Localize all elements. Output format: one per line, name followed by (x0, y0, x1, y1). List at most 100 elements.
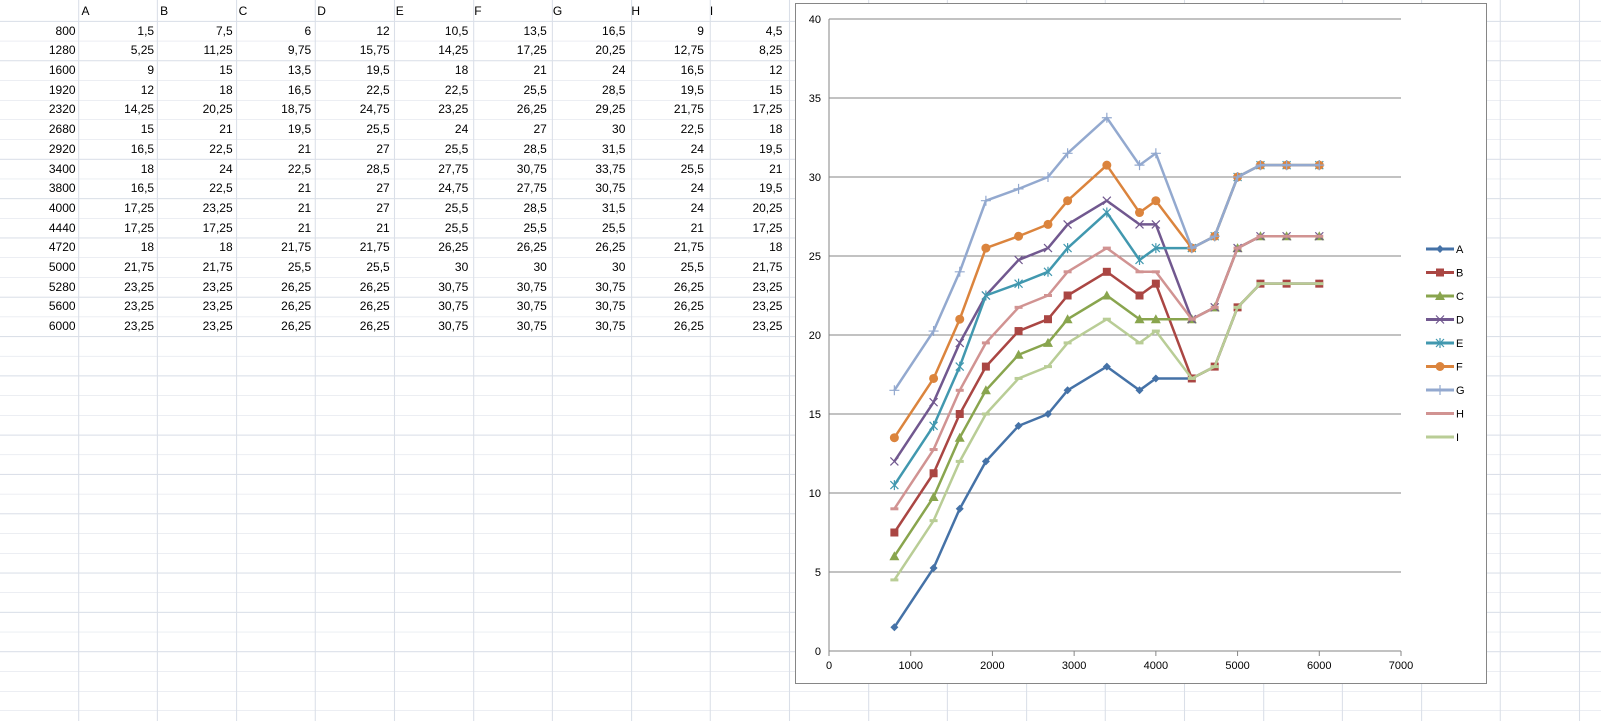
table-cell[interactable]: 25,5 (680, 161, 704, 176)
table-cell[interactable]: 23,25 (752, 319, 783, 333)
table-cell[interactable]: 24 (219, 161, 233, 176)
table-cell[interactable]: 21 (769, 161, 783, 176)
table-cell[interactable]: 9 (697, 23, 704, 38)
table-cell[interactable]: 14,25 (438, 43, 469, 58)
table-cell[interactable]: 27 (376, 141, 390, 156)
table-cell[interactable]: 5000 (48, 259, 76, 274)
table-cell[interactable]: 18 (140, 161, 155, 176)
table-cell[interactable]: 21 (533, 63, 547, 78)
table-cell[interactable]: 33,75 (595, 161, 626, 176)
table-cell[interactable]: 9 (147, 63, 155, 78)
table-cell[interactable]: 10,5 (444, 23, 469, 38)
table-cell[interactable]: 15 (769, 82, 783, 97)
table-cell[interactable]: 21,75 (359, 240, 390, 255)
table-cell[interactable]: 20,25 (595, 43, 626, 58)
table-cell[interactable]: 26,25 (281, 299, 312, 314)
table-cell[interactable]: 30 (533, 259, 547, 274)
table-cell[interactable]: 28,5 (523, 141, 547, 156)
table-cell[interactable]: 12 (376, 23, 390, 38)
table-cell[interactable]: 16,5 (287, 82, 312, 97)
table-cell[interactable]: 18 (454, 63, 469, 78)
table-cell[interactable]: 1920 (48, 82, 76, 97)
table-cell[interactable]: 23,25 (752, 299, 783, 314)
table-cell[interactable]: 18 (219, 82, 233, 97)
table-cell[interactable]: 20,25 (752, 200, 783, 215)
table-cell[interactable]: 30,75 (438, 279, 469, 294)
table-cell[interactable]: 17,25 (752, 102, 783, 117)
table-cell[interactable]: 21 (690, 220, 704, 235)
table-cell[interactable]: 21,75 (673, 102, 704, 117)
column-header[interactable]: A (81, 4, 90, 18)
table-cell[interactable]: 22,5 (209, 181, 233, 196)
table-cell[interactable]: 30,75 (595, 279, 626, 294)
table-cell[interactable]: 8,25 (759, 43, 783, 58)
table-cell[interactable]: 28,5 (366, 161, 390, 176)
table-cell[interactable]: 21 (297, 141, 312, 156)
table-cell[interactable]: 23,25 (124, 319, 155, 333)
table-cell[interactable]: 30,75 (438, 319, 469, 333)
table-cell[interactable]: 17,25 (752, 220, 783, 235)
table-cell[interactable]: 21,75 (124, 259, 155, 274)
table-cell[interactable]: 7,5 (215, 23, 233, 38)
table-cell[interactable]: 26,25 (281, 319, 312, 333)
table-cell[interactable]: 30 (612, 259, 626, 274)
table-cell[interactable]: 29,25 (595, 102, 626, 117)
table-cell[interactable]: 21,75 (752, 259, 783, 274)
table-cell[interactable]: 4720 (48, 240, 76, 255)
table-cell[interactable]: 12,75 (673, 43, 704, 58)
table-cell[interactable]: 24 (454, 122, 469, 137)
table-cell[interactable]: 28,5 (523, 200, 547, 215)
table-cell[interactable]: 25,5 (523, 82, 547, 97)
table-cell[interactable]: 23,25 (438, 102, 469, 117)
table-cell[interactable]: 19,5 (680, 82, 704, 97)
table-cell[interactable]: 3800 (48, 181, 76, 196)
table-cell[interactable]: 21 (219, 122, 233, 137)
line-chart[interactable]: 0 5 10 15 20 25 30 35 40 0 1000 2000 3000 4000 5000 600… (795, 3, 1487, 684)
table-cell[interactable]: 31,5 (602, 200, 626, 215)
table-cell[interactable]: 9,75 (287, 43, 312, 58)
table-cell[interactable]: 26,25 (516, 102, 547, 117)
table-cell[interactable]: 18 (219, 240, 233, 255)
table-cell[interactable]: 25,5 (366, 259, 390, 274)
table-cell[interactable]: 30,75 (516, 279, 547, 294)
table-cell[interactable]: 13,5 (287, 63, 312, 78)
table-cell[interactable]: 1600 (48, 63, 76, 78)
table-cell[interactable]: 24 (612, 63, 626, 78)
table-cell[interactable]: 16,5 (130, 141, 155, 156)
table-cell[interactable]: 26,25 (359, 299, 390, 314)
table-cell[interactable]: 30,75 (438, 299, 469, 314)
table-cell[interactable]: 30 (612, 122, 626, 137)
table-cell[interactable]: 5600 (48, 299, 76, 314)
table-cell[interactable]: 2320 (48, 102, 76, 117)
table-cell[interactable]: 2680 (48, 122, 76, 137)
table-cell[interactable]: 30,75 (595, 299, 626, 314)
table-cell[interactable]: 14,25 (124, 102, 155, 117)
table-cell[interactable]: 24 (690, 181, 704, 196)
table-cell[interactable]: 19,5 (759, 181, 783, 196)
table-cell[interactable]: 30 (454, 259, 469, 274)
column-header[interactable]: H (631, 4, 641, 18)
table-cell[interactable]: 5280 (48, 279, 76, 294)
table-cell[interactable]: 15 (219, 63, 233, 78)
table-cell[interactable]: 30,75 (516, 319, 547, 333)
table-cell[interactable]: 22,5 (444, 82, 469, 97)
table-cell[interactable]: 16,5 (680, 63, 704, 78)
table-cell[interactable]: 21 (376, 220, 390, 235)
table-cell[interactable]: 22,5 (680, 122, 704, 137)
table-cell[interactable]: 27 (376, 181, 390, 196)
table-cell[interactable]: 24 (690, 200, 704, 215)
table-cell[interactable]: 26,25 (595, 240, 626, 255)
table-cell[interactable]: 26,25 (516, 240, 547, 255)
table-cell[interactable]: 24,75 (359, 102, 390, 117)
table-cell[interactable]: 19,5 (366, 63, 390, 78)
table-cell[interactable]: 4000 (48, 200, 76, 215)
table-cell[interactable]: 23,25 (202, 279, 233, 294)
table-cell[interactable]: 17,25 (124, 220, 155, 235)
table-cell[interactable]: 22,5 (366, 82, 390, 97)
table-cell[interactable]: 27 (376, 200, 390, 215)
table-cell[interactable]: 26,25 (673, 299, 704, 314)
column-header[interactable] (0, 2, 79, 22)
table-cell[interactable]: 4,5 (765, 23, 783, 38)
table-cell[interactable]: 21,75 (281, 240, 312, 255)
column-header[interactable]: I (709, 4, 714, 18)
